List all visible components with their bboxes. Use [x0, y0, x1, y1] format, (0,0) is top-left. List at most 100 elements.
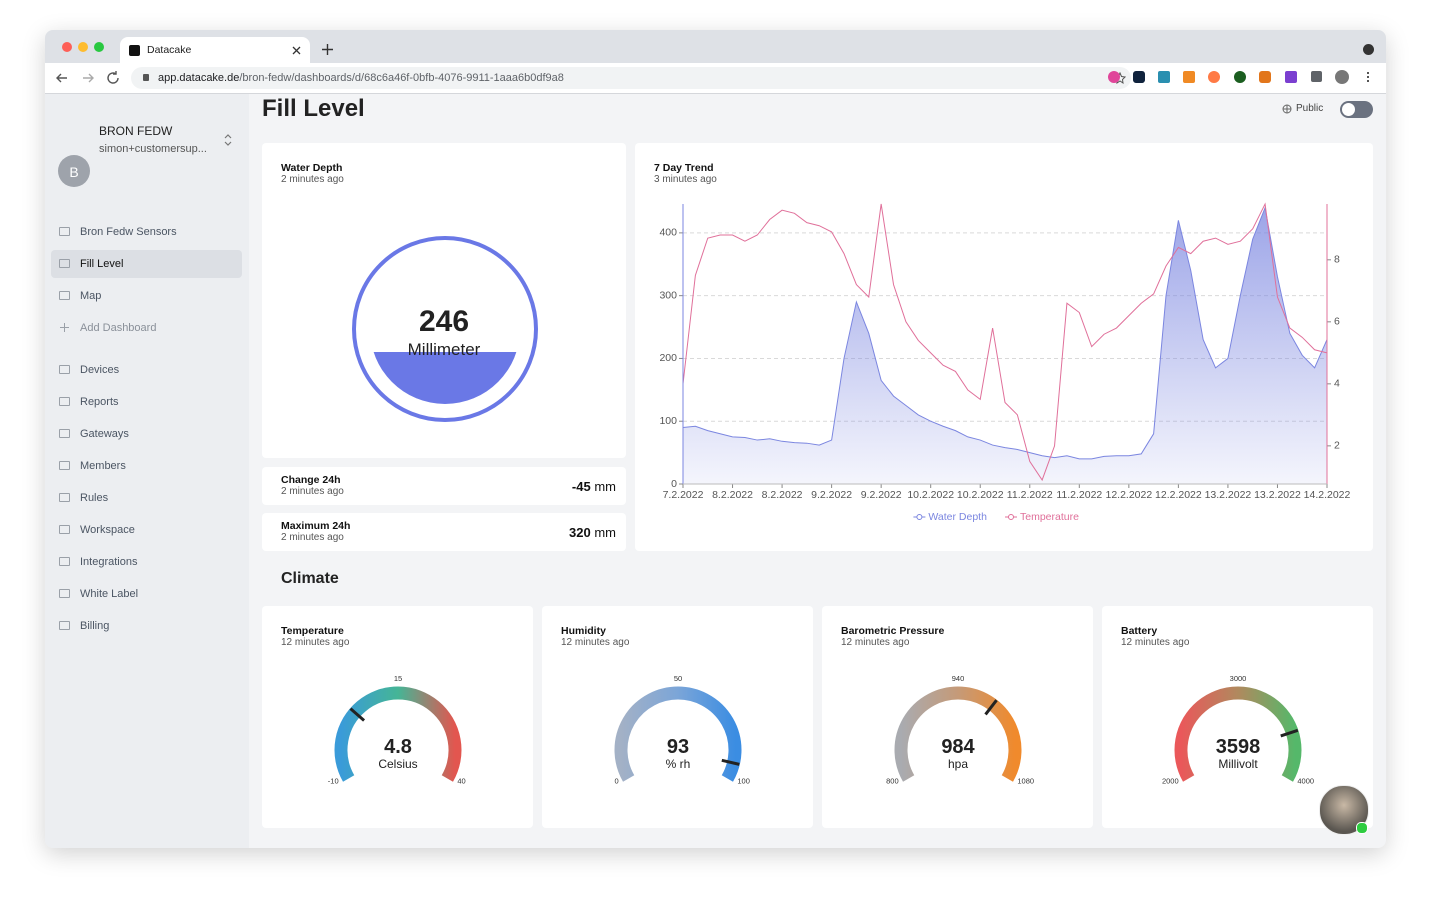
nav-item[interactable]: Members: [51, 452, 242, 480]
x-tick-label: 9.2.2022: [811, 489, 852, 501]
gauge-title: Humidity: [561, 625, 606, 637]
x-tick-label: 11.2.2022: [1007, 489, 1053, 501]
y-tick-label: 400: [659, 227, 677, 239]
legend-label: Water Depth: [928, 511, 987, 523]
nav-item[interactable]: Add Dashboard: [51, 314, 242, 342]
close-dot[interactable]: [62, 42, 72, 52]
profile[interactable]: [1335, 70, 1349, 84]
min-dot[interactable]: [78, 42, 88, 52]
gauge-value: 3598: [1215, 736, 1261, 758]
extension[interactable]: [1285, 71, 1297, 83]
nav-item[interactable]: Rules: [51, 484, 242, 512]
gauge-mid-label: 3000: [1230, 674, 1247, 683]
water-depth-card: Water Depth 2 minutes ago 246 Millimeter: [262, 143, 626, 458]
nav-item[interactable]: White Label: [51, 580, 242, 608]
max-dot[interactable]: [94, 42, 104, 52]
stat-subtitle: 2 minutes ago: [281, 486, 344, 497]
nav-label: White Label: [80, 588, 139, 600]
gauge-title: Battery: [1121, 625, 1158, 637]
extension[interactable]: [1208, 71, 1220, 83]
line: [682, 205, 1328, 460]
nav-item[interactable]: Billing: [51, 612, 242, 640]
url-path: /bron-fedw/dashboards/d/68c6a46f-0bfb-40…: [239, 72, 564, 84]
extension[interactable]: [1183, 71, 1195, 83]
chat-avatar[interactable]: [1319, 785, 1369, 835]
y2-tick-label: 2: [1334, 440, 1340, 452]
x-tick-label: 12.2.2022: [1155, 489, 1202, 501]
card-subtitle: 3 minutes ago: [654, 174, 717, 185]
nav-item[interactable]: Workspace: [51, 516, 242, 544]
workspace-avatar[interactable]: B: [58, 155, 90, 187]
gauge-needle: [1280, 728, 1299, 738]
card-title: Water Depth: [281, 162, 343, 174]
gauge-subtitle: 12 minutes ago: [1121, 637, 1190, 648]
y-tick-label: 300: [659, 289, 677, 301]
nav-item[interactable]: Integrations: [51, 548, 242, 576]
extension[interactable]: [1259, 71, 1271, 83]
gauge-subtitle: 12 minutes ago: [281, 637, 350, 648]
nav-icon: [59, 589, 70, 598]
gauge-arc: [1174, 686, 1302, 782]
nav-item[interactable]: Gateways: [51, 420, 242, 448]
plus-v: [64, 323, 65, 332]
tank-gauge: [352, 236, 538, 422]
extensions-menu[interactable]: [1311, 71, 1322, 82]
gauge-unit: Celsius: [378, 757, 418, 771]
gauge-arc: [334, 686, 462, 782]
x-tick-label: 10.2.2022: [957, 489, 1004, 501]
nav-icon: [59, 621, 70, 630]
area: [683, 207, 1327, 484]
gauge-unit: Millivolt: [1218, 757, 1258, 771]
browser-menu[interactable]: [1367, 72, 1371, 82]
nav-icon: [59, 461, 70, 470]
nav-label: Members: [80, 460, 126, 472]
nav-item[interactable]: Fill Level: [51, 250, 242, 278]
x-tick-label: 8.2.2022: [762, 489, 803, 501]
nav-icon: [59, 525, 70, 534]
card-subtitle: 2 minutes ago: [281, 174, 344, 185]
nav-item[interactable]: Map: [51, 282, 242, 310]
tab[interactable]: Datacake: [120, 37, 310, 63]
gauge-card: Humidity 12 minutes ago 93% rh: [542, 606, 813, 828]
extension[interactable]: [1158, 71, 1170, 83]
nav-icon: [59, 493, 70, 502]
nav-label: Reports: [80, 396, 119, 408]
tab-close[interactable]: [292, 46, 301, 55]
nav-item[interactable]: Reports: [51, 388, 242, 416]
extension[interactable]: [1133, 71, 1145, 83]
tab-menu[interactable]: [1363, 44, 1374, 55]
gauge-title: Temperature: [281, 625, 344, 637]
favicon: [129, 45, 140, 56]
x-tick-label: 7.2.2022: [663, 489, 704, 501]
legend-marker: [916, 514, 923, 520]
sidebar: B BRON FEDW simon+customersup... Bron Fe…: [45, 94, 249, 848]
gauge-subtitle: 12 minutes ago: [841, 637, 910, 648]
switcher-chevrons[interactable]: [223, 133, 233, 147]
y-tick-label: 0: [671, 478, 677, 490]
stat-value: 320 mm: [569, 526, 616, 539]
nav-icon: [59, 429, 70, 438]
nav-icon: [59, 397, 70, 406]
gauge-value: 93: [666, 736, 690, 758]
extension[interactable]: [1108, 71, 1120, 83]
extension[interactable]: [1234, 71, 1246, 83]
gauge-max-label: 100: [737, 776, 750, 785]
gauge-needle: [349, 707, 366, 722]
nav-label: Fill Level: [80, 258, 124, 270]
new-tab[interactable]: [322, 44, 333, 55]
page-title: Fill Level: [262, 95, 365, 122]
visibility-label: Public: [1296, 103, 1324, 114]
workspace-name[interactable]: BRON FEDW: [99, 124, 173, 138]
nav-buttons[interactable]: [55, 71, 119, 85]
gauge-mid-label: 15: [394, 674, 402, 683]
nav-label: Workspace: [80, 524, 135, 536]
nav-item[interactable]: Bron Fedw Sensors: [51, 218, 242, 246]
browser-window: Datacake app.datacake.de/bron-fedw/dashb…: [45, 30, 1386, 848]
public-toggle[interactable]: [1340, 101, 1373, 118]
stat-unit: mm: [594, 525, 616, 540]
nav-item[interactable]: Devices: [51, 356, 242, 384]
x-tick-label: 13.2.2022: [1205, 489, 1252, 501]
stat-card: Maximum 24h 2 minutes ago 320 mm: [262, 513, 626, 551]
nav-icon: [59, 365, 70, 374]
legend-marker: [1008, 514, 1014, 520]
